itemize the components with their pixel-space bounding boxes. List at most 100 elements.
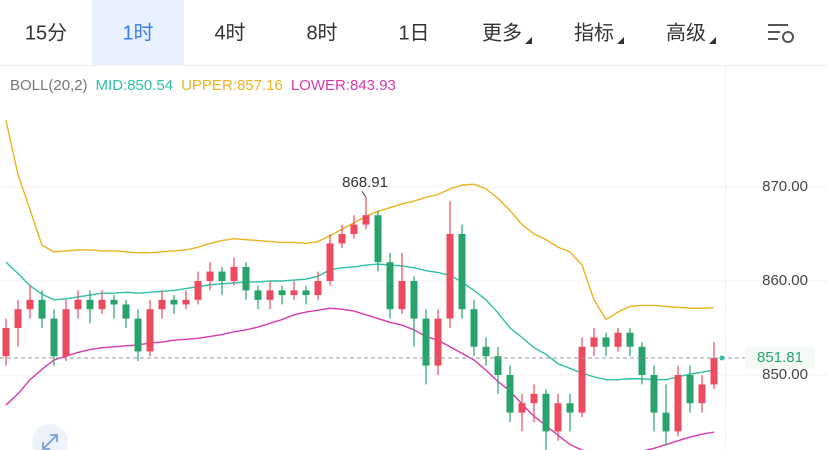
candle [266, 280, 274, 310]
candle-body [614, 332, 622, 347]
candle-body [422, 318, 430, 366]
candle-body [446, 233, 454, 319]
legend-entry: UPPER:857.16 [181, 77, 283, 94]
candle-body [530, 393, 538, 404]
candle [302, 285, 310, 305]
candle [650, 365, 658, 432]
candle [674, 365, 682, 437]
candle [614, 327, 622, 352]
candle [290, 280, 298, 300]
candle [458, 224, 466, 319]
tab-label: 更多 [482, 21, 522, 44]
candle [74, 290, 82, 319]
expand-button[interactable] [32, 424, 68, 450]
candle [494, 346, 502, 394]
tab[interactable]: 高级 [666, 21, 716, 44]
candle-body [590, 337, 598, 347]
candle-body [326, 243, 334, 281]
candle-body [362, 215, 370, 225]
candle [182, 290, 190, 310]
tab[interactable]: 4时 [214, 21, 245, 44]
tab-active-bg [92, 0, 184, 65]
candle-body [686, 374, 694, 404]
candle-body [410, 280, 418, 319]
candle-body [266, 290, 274, 300]
candle [362, 197, 370, 230]
candle-body [398, 280, 406, 310]
candle [518, 393, 526, 432]
legend-entry: MID:850.54 [96, 77, 174, 94]
candle-body [278, 290, 286, 296]
candle [398, 252, 406, 314]
candle [2, 318, 10, 366]
plot: 850.00 860.00 870.00 851.81 868.91 [0, 68, 828, 450]
tab[interactable]: 8时 [306, 21, 337, 44]
tab[interactable]: 1时 [92, 0, 184, 65]
last-price-box [745, 346, 815, 369]
candle-body [218, 271, 226, 281]
candle [158, 290, 166, 319]
candle [710, 342, 718, 390]
band-line [5, 261, 715, 381]
candle-body [182, 299, 190, 305]
candle-body [638, 346, 646, 375]
candle-body [710, 357, 718, 385]
candle-body [2, 327, 10, 357]
candle [554, 393, 562, 441]
candle-body [542, 393, 550, 432]
candle [698, 374, 706, 413]
band-line [5, 120, 715, 321]
candle [470, 299, 478, 357]
candle [374, 210, 382, 272]
expand-icon [42, 434, 58, 450]
candle [530, 384, 538, 422]
legend: BOLL(20,2) MID:850.54 UPPER:857.16 LOWER:84… [10, 77, 396, 94]
candle-body [26, 299, 34, 310]
candle [434, 309, 442, 375]
y-tick-label: 870.00 [762, 178, 808, 195]
candle-body [230, 266, 238, 281]
candle-body [338, 233, 346, 244]
indicator-label: BOLL(20,2) [10, 77, 88, 94]
candle-body [170, 299, 178, 305]
tab[interactable]: 15分 [25, 21, 67, 44]
candle [326, 233, 334, 286]
candle [122, 299, 130, 328]
candle [86, 290, 94, 324]
tab-label: 8时 [306, 21, 337, 44]
tab[interactable]: 指标 [574, 21, 624, 44]
candle-body [74, 299, 82, 310]
candle-body [602, 337, 610, 347]
candle-body [662, 412, 670, 432]
candle-body [146, 309, 154, 352]
candle [110, 295, 118, 319]
candle-body [158, 299, 166, 310]
candle-body [578, 346, 586, 413]
candle-body [86, 299, 94, 310]
candle-body [434, 318, 442, 366]
candle-body [566, 403, 574, 413]
y-tick-label: 850.00 [762, 366, 808, 383]
candle [602, 332, 610, 357]
candle [410, 276, 418, 347]
tab[interactable]: 更多 [482, 21, 532, 44]
tab[interactable]: 1日 [398, 22, 429, 44]
tab-label: 高级 [666, 21, 706, 44]
candle [542, 389, 550, 450]
candle [338, 224, 346, 249]
candle-body [518, 403, 526, 413]
tab-label: 15分 [25, 21, 67, 44]
candle [314, 271, 322, 300]
candle [350, 215, 358, 239]
candle-body [386, 262, 394, 310]
last-price-label: 851.81 [757, 349, 803, 366]
candle [98, 290, 106, 314]
candle [686, 365, 694, 413]
candle [230, 257, 238, 286]
candle [62, 299, 70, 361]
settings-icon[interactable] [768, 24, 794, 43]
candle-body [134, 318, 142, 352]
y-tick-label: 860.00 [762, 272, 808, 289]
candle-body [206, 271, 214, 281]
